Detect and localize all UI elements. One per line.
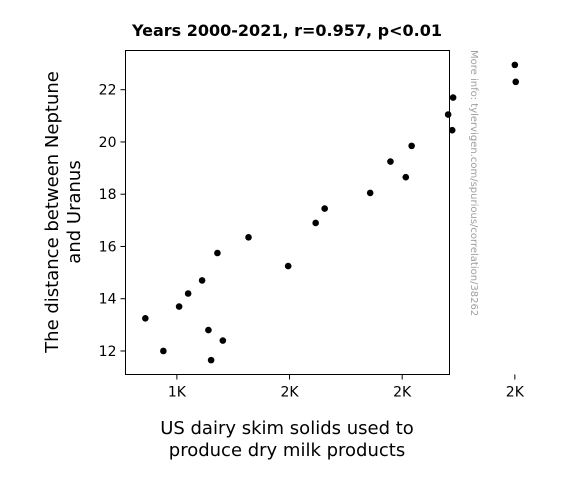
x-axis-label-line-1: US dairy skim solids used to	[160, 418, 414, 439]
data-point	[444, 111, 452, 118]
data-point	[284, 262, 292, 270]
data-point	[408, 142, 415, 150]
data-point	[245, 234, 252, 241]
data-point	[402, 173, 410, 181]
chart-title: Years 2000-2021, r=0.957, p<0.01	[131, 21, 442, 40]
data-point	[205, 326, 212, 334]
data-point	[198, 277, 206, 284]
data-point	[512, 78, 520, 86]
data-point	[387, 158, 394, 165]
y-tick-label: 22	[99, 83, 117, 99]
x-tick-label: 1K	[168, 385, 187, 401]
y-tick-label: 18	[99, 187, 117, 203]
y-axis: 12 14 16 18 20 22	[99, 83, 126, 360]
x-axis-label-line-2: produce dry milk products	[169, 440, 405, 461]
y-tick-label: 14	[99, 292, 117, 308]
data-point	[184, 290, 192, 297]
data-point	[219, 337, 227, 344]
y-tick-label: 16	[99, 239, 117, 255]
y-axis-label-line-2: and Uranus	[64, 160, 85, 263]
data-point	[449, 94, 457, 101]
source-credit: More info: tylervigen.com/spurious/corre…	[468, 50, 479, 316]
y-axis-label-line-1: The distance between Neptune	[42, 71, 63, 354]
plot-frame	[125, 50, 450, 375]
x-tick-label: 2K	[280, 385, 299, 401]
data-point	[142, 315, 149, 322]
data-point	[160, 347, 167, 355]
x-tick-label: 2K	[506, 385, 525, 401]
data-point	[366, 189, 374, 197]
data-point	[207, 356, 215, 364]
data-point	[511, 61, 519, 69]
x-tick-label: 2K	[393, 385, 412, 401]
y-tick-label: 20	[99, 135, 117, 151]
x-axis: 1K2K2K2K2K	[168, 374, 525, 401]
y-axis-label: The distance between Neptune and Uranus	[42, 71, 85, 354]
y-tick-label: 12	[99, 344, 117, 360]
data-point	[448, 126, 456, 134]
data-point	[312, 219, 319, 227]
data-point	[214, 249, 221, 257]
data-point	[321, 205, 328, 212]
data-point	[175, 303, 183, 310]
data-points	[142, 61, 520, 364]
